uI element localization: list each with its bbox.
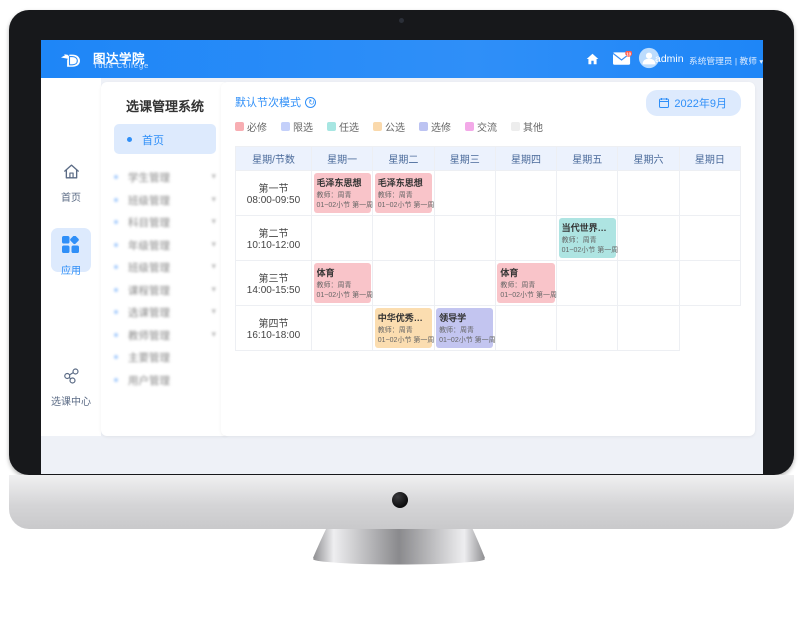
svg-text:10: 10 <box>626 51 632 56</box>
